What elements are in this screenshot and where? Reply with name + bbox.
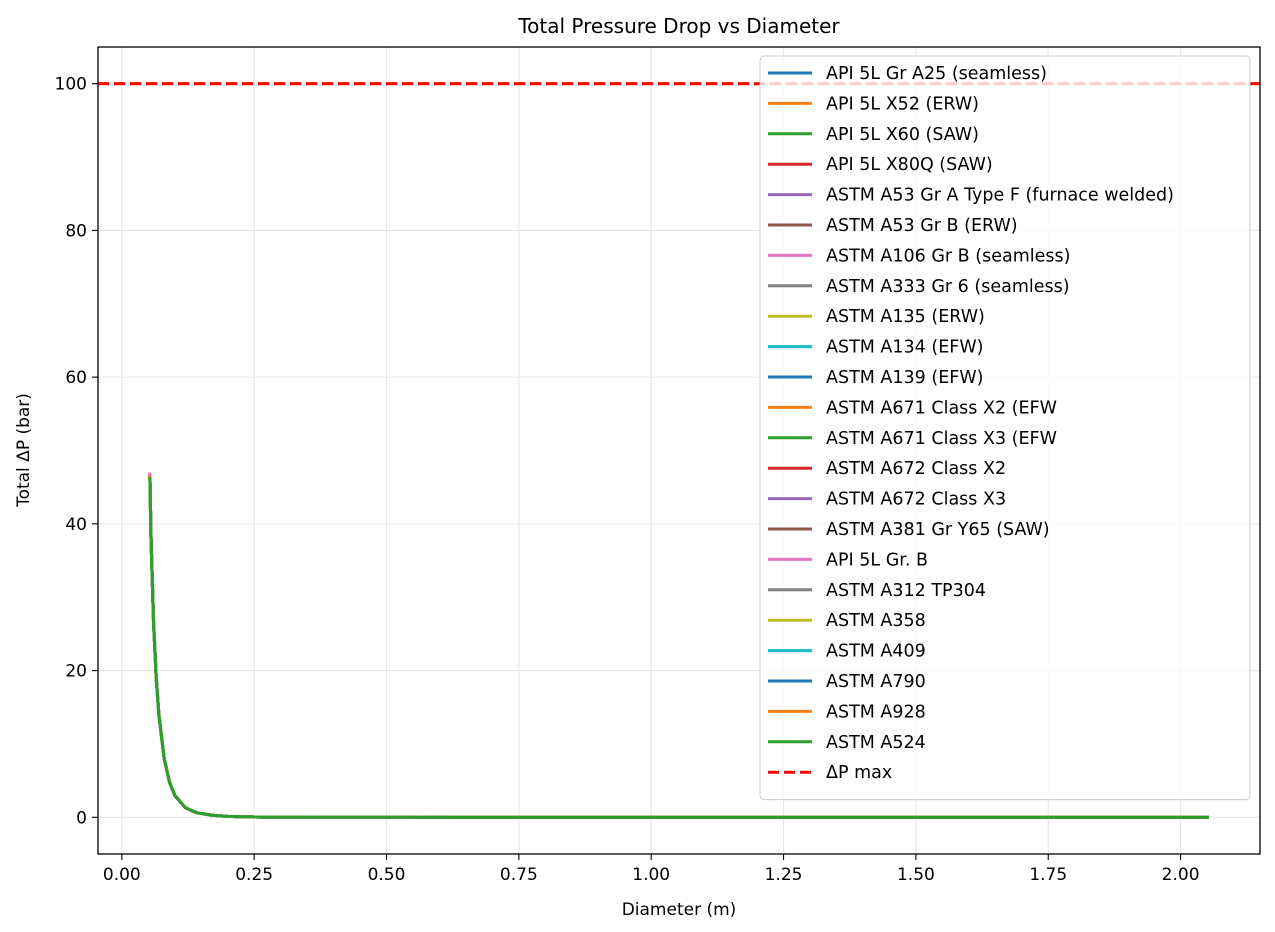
x-tick-label: 1.75: [1029, 865, 1067, 885]
x-axis-ticks: 0.00 0.25 0.50 0.75 1.00 1.25 1.50 1.75 2.00: [103, 854, 1200, 885]
legend-label: ASTM A135 (ERW): [826, 307, 985, 327]
legend-label: API 5L X80Q (SAW): [826, 155, 993, 175]
legend-label: ASTM A671 Class X3 (EFW: [826, 429, 1057, 449]
y-tick-label: 40: [65, 515, 87, 535]
y-tick-label: 0: [76, 808, 87, 828]
legend-label: ΔP max: [826, 763, 892, 783]
y-tick-label: 20: [65, 662, 87, 682]
x-tick-label: 2.00: [1162, 865, 1200, 885]
y-tick-label: 100: [55, 75, 87, 95]
chart-title: Total Pressure Drop vs Diameter: [517, 14, 840, 38]
series-line-22: [148, 477, 1209, 819]
legend-label: ASTM A671 Class X2 (EFW: [826, 398, 1057, 418]
y-axis-ticks: 0 20 40 60 80 100: [55, 75, 98, 828]
x-tick-label: 1.50: [897, 865, 935, 885]
legend-label: API 5L X60 (SAW): [826, 125, 979, 145]
legend-label: ASTM A53 Gr A Type F (furnace welded): [826, 186, 1174, 206]
legend-label: ASTM A106 Gr B (seamless): [826, 246, 1070, 266]
legend-label: API 5L X52 (ERW): [826, 94, 979, 114]
legend-label: ASTM A312 TP304: [826, 581, 986, 601]
legend-label: ASTM A381 Gr Y65 (SAW): [826, 520, 1050, 540]
legend-box: [759, 55, 1251, 801]
legend-label: API 5L Gr. B: [826, 550, 928, 570]
legend-label: ASTM A928: [826, 702, 926, 722]
y-tick-label: 80: [65, 221, 87, 241]
x-tick-label: 0.75: [500, 865, 538, 885]
legend-label: ASTM A672 Class X3: [826, 490, 1006, 510]
legend-label: ASTM A333 Gr 6 (seamless): [826, 277, 1070, 297]
legend-label: ASTM A672 Class X2: [826, 459, 1006, 479]
x-tick-label: 0.25: [235, 865, 273, 885]
legend: API 5L Gr A25 (seamless) API 5L X52 (ERW)…: [759, 55, 1251, 801]
legend-label: ASTM A134 (EFW): [826, 338, 983, 358]
x-tick-label: 0.00: [103, 865, 141, 885]
plot-frame: [97, 46, 1261, 855]
y-tick-label: 60: [65, 368, 87, 388]
legend-label: API 5L Gr A25 (seamless): [826, 64, 1047, 84]
legend-label: ASTM A139 (EFW): [826, 368, 983, 388]
legend-label: ASTM A53 Gr B (ERW): [826, 216, 1018, 236]
legend-label: ASTM A358: [826, 611, 926, 631]
x-axis-label: Diameter (m): [622, 900, 737, 920]
legend-label: ASTM A524: [826, 733, 926, 753]
x-tick-label: 1.00: [632, 865, 670, 885]
legend-label: ASTM A790: [826, 672, 926, 692]
legend-label: ASTM A409: [826, 642, 926, 662]
series-layer: [148, 472, 1209, 819]
x-tick-label: 1.25: [765, 865, 803, 885]
x-tick-label: 0.50: [368, 865, 406, 885]
y-axis-label: Total ΔP (bar): [14, 393, 34, 508]
